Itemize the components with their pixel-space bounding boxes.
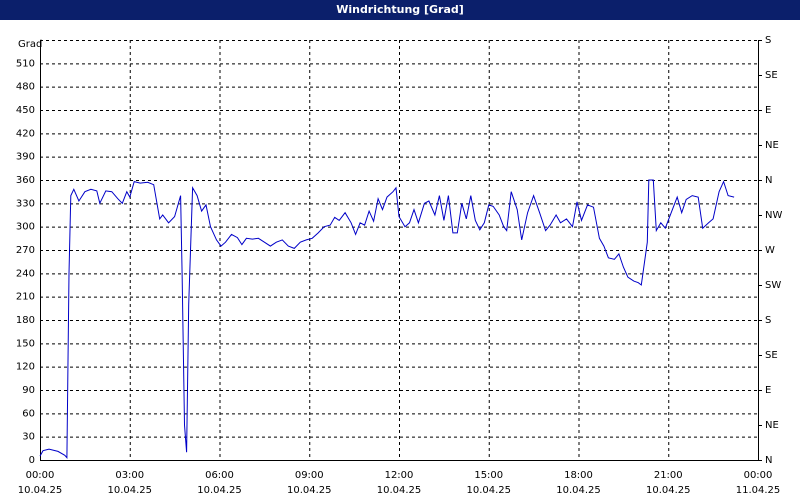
x-tick-label: 00:00 — [744, 470, 773, 481]
y-tick-label: 60 — [22, 408, 35, 419]
x-tick-label: 00:00 — [26, 470, 55, 481]
y-tick-label: 0 — [29, 455, 35, 466]
y2-tick-label: NW — [765, 210, 782, 221]
x-tick-date: 10.04.25 — [556, 485, 601, 496]
x-tick-date: 11.04.25 — [736, 485, 781, 496]
y2-tick-label: W — [765, 245, 775, 256]
y2-tick-label: E — [765, 105, 771, 116]
x-tick-label: 15:00 — [474, 470, 503, 481]
x-tick-date: 10.04.25 — [466, 485, 511, 496]
x-tick-label: 21:00 — [654, 470, 683, 481]
y-tick-label: 300 — [16, 222, 35, 233]
y-tick-label: 390 — [16, 152, 35, 163]
y2-tick-label: NE — [765, 140, 779, 151]
x-tick-label: 06:00 — [205, 470, 234, 481]
x-tick-date: 10.04.25 — [197, 485, 242, 496]
x-tick-label: 12:00 — [385, 470, 414, 481]
y-tick-label: 210 — [16, 292, 35, 303]
x-tick-label: 18:00 — [564, 470, 593, 481]
x-tick-date: 10.04.25 — [18, 485, 63, 496]
x-tick-date: 10.04.25 — [287, 485, 332, 496]
x-tick-label: 09:00 — [295, 470, 324, 481]
y2-tick-label: N — [765, 455, 772, 466]
x-tick-date: 10.04.25 — [377, 485, 422, 496]
y2-tick-label: SW — [765, 280, 781, 291]
y-tick-label: 180 — [16, 315, 35, 326]
y-tick-label: 330 — [16, 198, 35, 209]
y-tick-label: 420 — [16, 128, 35, 139]
x-tick-date: 10.04.25 — [646, 485, 691, 496]
x-tick-date: 10.04.25 — [107, 485, 152, 496]
y-tick-label: 90 — [22, 385, 35, 396]
y2-tick-label: SE — [765, 70, 778, 81]
data-line — [39, 179, 735, 460]
y-tick-label: 150 — [16, 338, 35, 349]
y2-tick-label: E — [765, 385, 771, 396]
y-axis-label: Grad — [18, 39, 42, 50]
y-tick-label: 30 — [22, 432, 35, 443]
x-tick-label: 03:00 — [115, 470, 144, 481]
y-tick-label: 510 — [16, 58, 35, 69]
y-tick-label: 450 — [16, 105, 35, 116]
y-tick-label: 120 — [16, 362, 35, 373]
y-tick-label: 240 — [16, 268, 35, 279]
y2-tick-label: NE — [765, 420, 779, 431]
y2-tick-label: S — [765, 315, 771, 326]
y2-tick-label: S — [765, 35, 771, 46]
title-bar: Windrichtung [Grad] — [0, 0, 800, 20]
y-tick-label: 360 — [16, 175, 35, 186]
y2-tick-label: SE — [765, 350, 778, 361]
y2-tick-label: N — [765, 175, 772, 186]
y-tick-label: 480 — [16, 82, 35, 93]
y-tick-label: 270 — [16, 245, 35, 256]
